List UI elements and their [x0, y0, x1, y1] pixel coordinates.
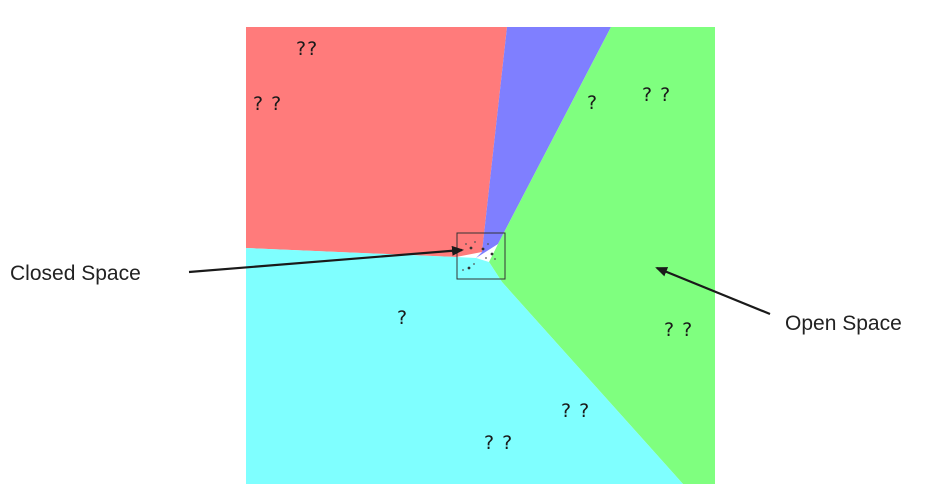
- open-space-label: Open Space: [785, 312, 902, 335]
- scatter-point: [485, 257, 487, 259]
- closed-space-label: Closed Space: [10, 262, 141, 285]
- center-point-blue: [481, 247, 485, 251]
- question-mark-blue: ?: [587, 92, 598, 114]
- center-point-green: [490, 252, 494, 256]
- question-mark-cyan-center: ?: [397, 307, 408, 329]
- question-mark-cyan-bottom-right: ? ?: [561, 400, 590, 422]
- region-green: [489, 27, 715, 484]
- scatter-point: [462, 269, 464, 271]
- question-mark-red-top: ??: [296, 38, 318, 60]
- question-mark-red-left: ? ?: [253, 93, 282, 115]
- scatter-point: [473, 263, 475, 265]
- question-mark-green-top: ? ?: [642, 84, 671, 106]
- question-mark-cyan-bottom: ? ?: [484, 432, 513, 454]
- closed-space-arrow: [188, 245, 464, 274]
- center-point-red: [469, 246, 473, 250]
- center-point-cyan: [467, 266, 471, 270]
- region-cyan: [246, 248, 683, 484]
- region-blue: [476, 27, 611, 258]
- closed-space-box: [456, 232, 506, 280]
- scatter-point: [474, 241, 476, 243]
- scatter-point: [494, 258, 496, 260]
- open-space-arrow: [655, 266, 771, 316]
- scatter-point: [487, 243, 489, 245]
- question-mark-green-right: ? ?: [664, 319, 693, 341]
- scatter-point: [465, 243, 467, 245]
- region-red: [246, 27, 507, 257]
